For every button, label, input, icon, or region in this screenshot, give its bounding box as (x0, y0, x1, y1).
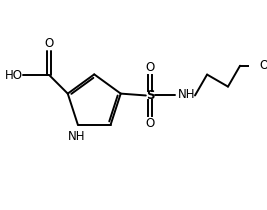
Text: O: O (260, 59, 267, 72)
Text: NH: NH (68, 130, 86, 143)
Text: NH: NH (178, 88, 196, 101)
Text: O: O (146, 61, 155, 74)
Text: O: O (45, 37, 54, 50)
Text: O: O (146, 117, 155, 130)
Text: S: S (146, 89, 155, 102)
Text: HO: HO (5, 69, 22, 82)
